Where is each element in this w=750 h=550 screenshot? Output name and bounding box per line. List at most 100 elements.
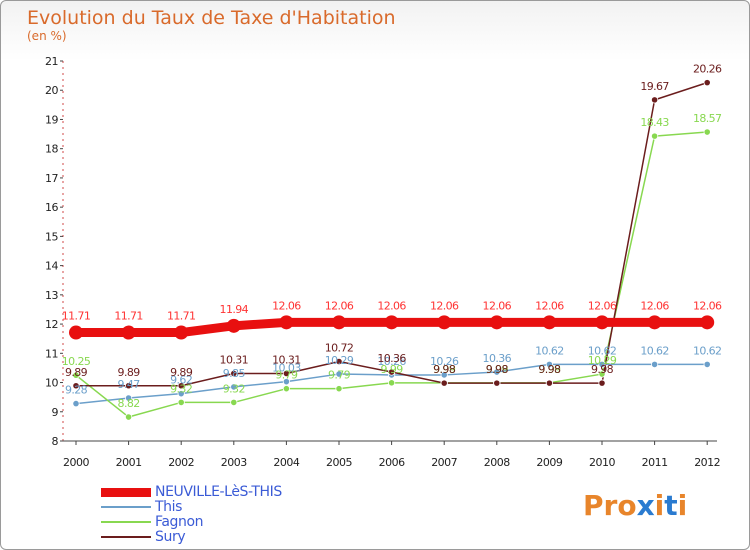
data-label: 10.29 <box>325 354 354 367</box>
data-point <box>174 325 189 340</box>
data-point <box>121 325 136 340</box>
x-tick-label: 2011 <box>642 456 668 469</box>
legend-swatch <box>101 536 151 538</box>
data-label: 12.06 <box>272 299 301 312</box>
data-point <box>598 360 606 369</box>
data-label: 9.98 <box>538 363 561 376</box>
x-tick-label: 2009 <box>536 456 562 469</box>
data-point <box>703 360 711 369</box>
data-label: 9.32 <box>223 382 245 395</box>
logo-letter: x <box>636 489 655 522</box>
data-point <box>125 413 133 421</box>
data-label: 10.31 <box>220 353 249 366</box>
data-point <box>177 382 185 390</box>
data-point <box>700 315 715 330</box>
data-point <box>703 128 711 136</box>
data-label: 9.99 <box>381 363 404 376</box>
chart-title: Evolution du Taux de Taxe d'Habitation <box>27 7 396 29</box>
data-label: 9.62 <box>170 374 192 387</box>
chart-axes: 8 9 10 11 12 13 14 15 16 17 18 19 20 21 2000 2001 2002 20… <box>45 55 721 469</box>
data-label: 19.67 <box>640 80 669 93</box>
data-label: 9.99 <box>538 363 561 376</box>
data-point <box>489 315 504 330</box>
data-point <box>282 385 290 393</box>
data-point <box>335 357 343 366</box>
series-line-3 <box>76 81 708 387</box>
legend-swatch <box>101 521 151 523</box>
data-point <box>332 315 346 330</box>
data-point <box>177 390 185 398</box>
data-point <box>650 132 659 140</box>
data-label: 12.06 <box>430 299 459 312</box>
legend-label: NEUVILLE-LèS-THIS <box>155 484 282 500</box>
logo-letter: t <box>664 489 678 522</box>
data-label: 12.06 <box>483 299 512 312</box>
data-label: 9.85 <box>223 367 246 380</box>
data-point <box>650 96 659 104</box>
data-point <box>598 379 606 387</box>
data-point <box>440 371 448 379</box>
y-tick-label: 16 <box>45 201 58 214</box>
data-label: 9.98 <box>486 363 509 376</box>
data-point <box>335 370 343 378</box>
data-point <box>493 379 501 387</box>
data-point <box>125 382 133 390</box>
data-point <box>647 315 662 330</box>
data-point <box>177 398 185 407</box>
data-label: 11.71 <box>62 310 91 323</box>
data-label: 8.82 <box>118 397 140 410</box>
y-tick-label: 14 <box>45 260 58 273</box>
y-tick-label: 17 <box>45 172 58 185</box>
data-label: 9.79 <box>328 369 351 382</box>
y-tick-label: 20 <box>45 84 58 97</box>
logo-letter: o <box>617 489 637 522</box>
x-tick-label: 2010 <box>589 456 615 469</box>
data-label: 9.99 <box>486 363 509 376</box>
data-label: 9.89 <box>65 366 88 379</box>
legend-label: This <box>155 499 183 515</box>
data-label: 9.28 <box>65 384 88 397</box>
y-tick-label: 8 <box>52 435 59 448</box>
legend-swatch <box>101 487 151 497</box>
data-point <box>282 369 290 378</box>
data-point <box>230 383 238 391</box>
data-label: 9.98 <box>433 363 456 376</box>
data-point <box>542 315 557 330</box>
data-point <box>282 378 290 386</box>
data-label: 10.26 <box>377 355 406 368</box>
data-label: 11.94 <box>220 303 249 316</box>
data-label: 10.31 <box>272 353 301 366</box>
legend-label: Fagnon <box>155 514 204 530</box>
x-tick-label: 2006 <box>379 456 405 469</box>
data-point <box>72 382 80 390</box>
data-label: 10.72 <box>325 341 354 354</box>
data-point <box>230 398 238 407</box>
proxiti-logo: Proxiti <box>583 489 687 522</box>
logo-letter: P <box>583 489 604 522</box>
y-tick-label: 13 <box>45 289 58 302</box>
data-point <box>493 368 501 376</box>
x-tick-label: 2007 <box>431 456 457 469</box>
data-point <box>226 318 241 333</box>
x-tick-label: 2008 <box>484 456 510 469</box>
y-tick-label: 15 <box>45 230 58 243</box>
x-tick-label: 2001 <box>116 456 142 469</box>
data-label: 10.26 <box>430 355 459 368</box>
x-tick-label: 2002 <box>168 456 194 469</box>
data-point <box>545 379 554 387</box>
data-label: 18.43 <box>640 116 669 129</box>
data-label: 9.98 <box>591 363 614 376</box>
y-tick-label: 10 <box>45 377 58 390</box>
data-label: 12.06 <box>325 299 354 312</box>
data-point <box>440 379 448 387</box>
data-label: 10.36 <box>483 352 512 365</box>
data-label: 10.25 <box>62 355 91 368</box>
data-label: 11.71 <box>114 310 143 323</box>
data-label: 10.62 <box>588 344 617 357</box>
logo-letter: r <box>603 489 618 522</box>
data-label: 10.62 <box>535 344 564 357</box>
data-label: 9.89 <box>170 366 193 379</box>
y-tick-label: 12 <box>45 318 58 331</box>
data-point <box>437 315 452 330</box>
data-point <box>72 399 80 408</box>
